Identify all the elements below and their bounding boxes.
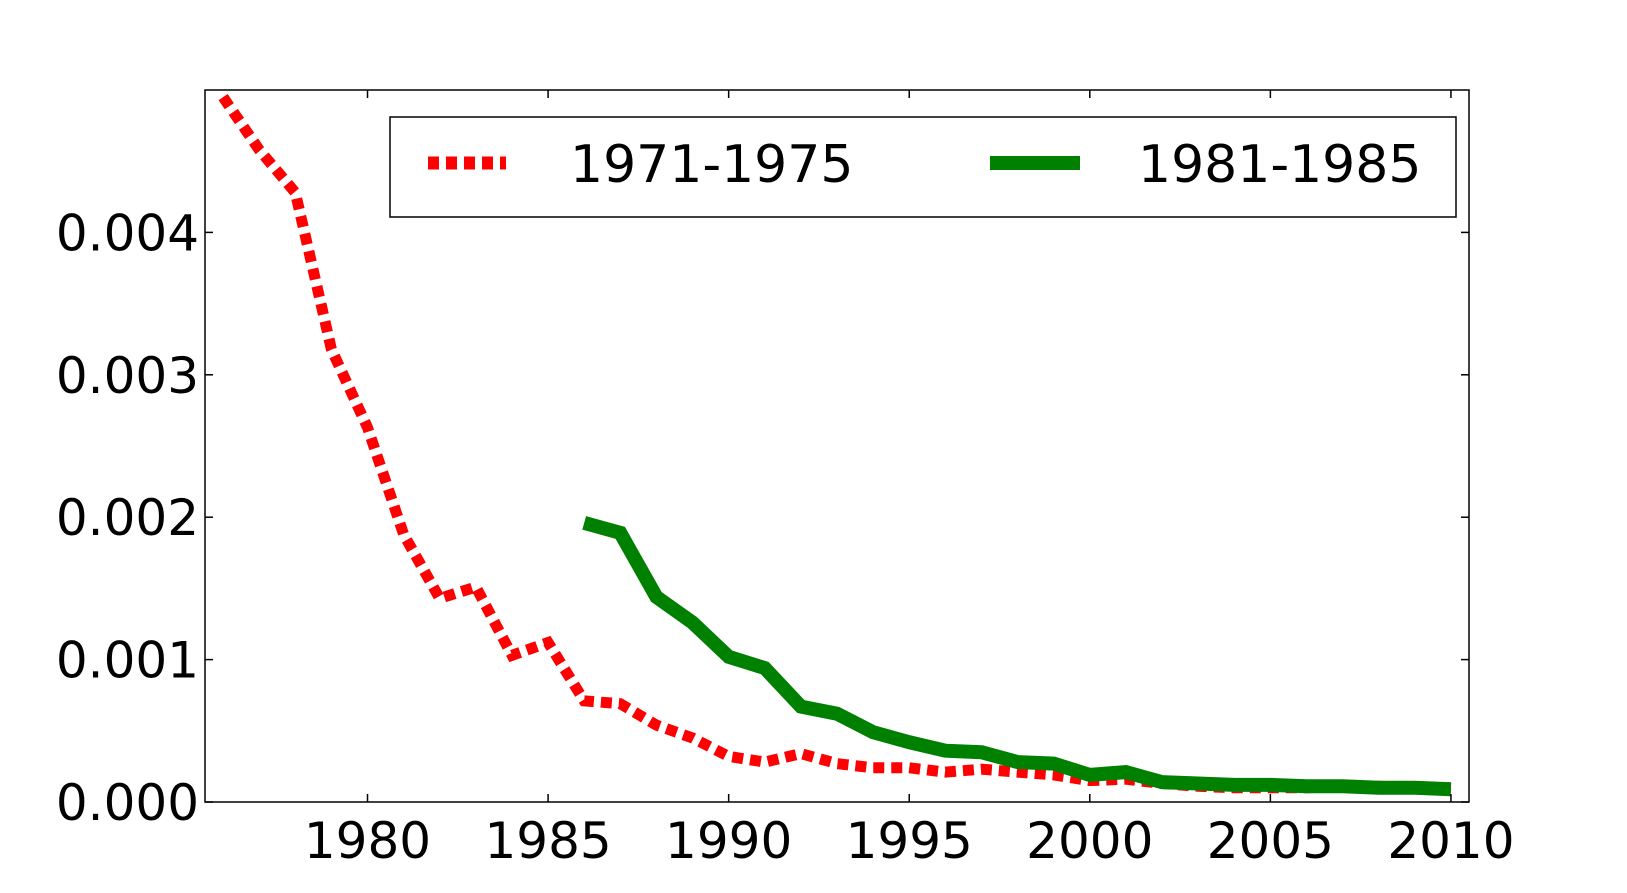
legend-label-1971-1975: 1971-1975	[570, 135, 853, 195]
legend-box	[389, 116, 1457, 218]
series-layer	[218, 93, 1452, 797]
x-tick-label: 2010	[1387, 812, 1514, 870]
y-tick-label: 0.001	[56, 632, 199, 690]
x-tick-label: 1995	[846, 812, 973, 870]
x-tick-label: 1985	[484, 812, 611, 870]
x-tick-label: 2005	[1207, 812, 1334, 870]
y-tick-label: 0.002	[56, 489, 199, 547]
y-tick-label: 0.003	[56, 347, 199, 405]
x-tick-label: 1980	[304, 812, 431, 870]
x-tick-label: 2000	[1026, 812, 1153, 870]
y-tick-label: 0.004	[56, 204, 199, 262]
tick-layer: 1980 1985 1990 1995 2000 2005 2010 0.000 0.001 0.…	[56, 90, 1515, 870]
x-tick-label: 1990	[665, 812, 792, 870]
series-line-1971-1975	[218, 93, 1451, 794]
plot-frame	[204, 89, 1470, 803]
y-tick-label: 0.000	[56, 774, 199, 832]
legend: 1971-1975 1981-1985	[389, 116, 1457, 218]
series-line-1981-1985	[582, 516, 1452, 797]
legend-label-1981-1985: 1981-1985	[1138, 135, 1421, 195]
